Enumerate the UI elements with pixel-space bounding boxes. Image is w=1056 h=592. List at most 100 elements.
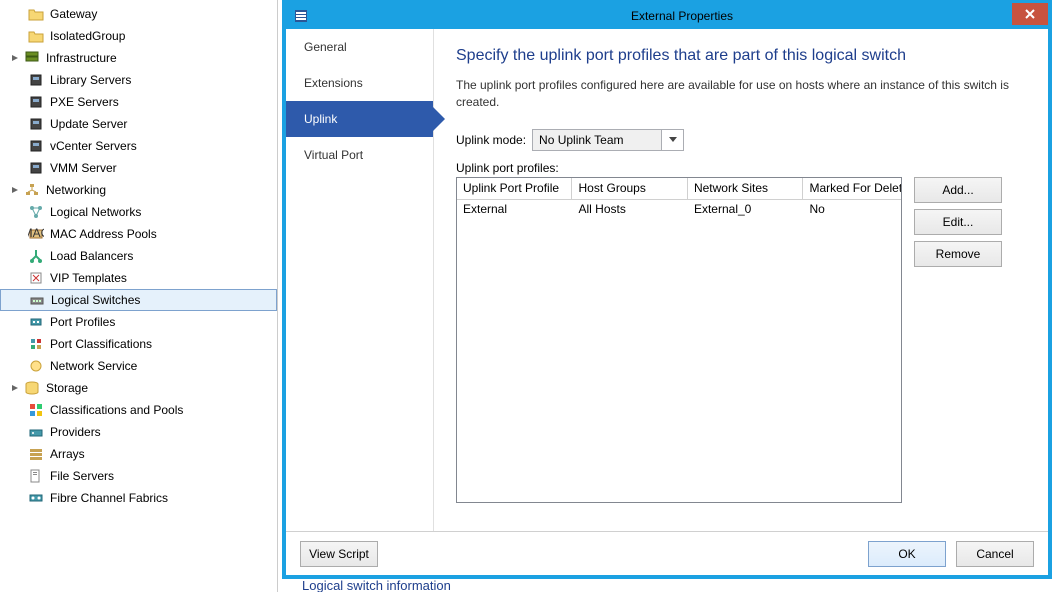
arrays-icon: [28, 446, 44, 462]
tree-item-label: Port Profiles: [50, 315, 115, 329]
tree-item-label: Update Server: [50, 117, 127, 131]
tree-item-vip-templates[interactable]: VIP Templates: [0, 267, 277, 289]
providers-icon: [28, 424, 44, 440]
tree-item-label: Arrays: [50, 447, 85, 461]
tree-item-port-profiles[interactable]: Port Profiles: [0, 311, 277, 333]
view-script-button[interactable]: View Script: [300, 541, 378, 567]
profiles-label: Uplink port profiles:: [456, 161, 1032, 175]
table-cell: All Hosts: [572, 200, 687, 220]
column-header[interactable]: Uplink Port Profile: [457, 178, 572, 199]
tree-item-label: Providers: [50, 425, 101, 439]
network-logical-icon: [28, 204, 44, 220]
tree-item-label: Load Balancers: [50, 249, 133, 263]
nav-item-extensions[interactable]: Extensions: [286, 65, 433, 101]
dialog-body: GeneralExtensionsUplinkVirtual Port Spec…: [286, 29, 1048, 531]
tree-item-load-balancers[interactable]: Load Balancers: [0, 245, 277, 267]
tree-item-label: Gateway: [50, 7, 97, 21]
tree-item-vcenter-servers[interactable]: vCenter Servers: [0, 135, 277, 157]
expand-icon[interactable]: [10, 184, 22, 196]
tree-item-label: Logical Switches: [51, 293, 140, 307]
table-buttons: Add... Edit... Remove: [914, 177, 1002, 503]
load-balancer-icon: [28, 248, 44, 264]
nav-item-general[interactable]: General: [286, 29, 433, 65]
uplink-mode-select[interactable]: No Uplink Team: [532, 129, 684, 151]
tree-item-label: Classifications and Pools: [50, 403, 183, 417]
folder-icon: [28, 28, 44, 44]
tree-item-arrays[interactable]: Arrays: [0, 443, 277, 465]
tree-item-label: IsolatedGroup: [50, 29, 125, 43]
vip-icon: [28, 270, 44, 286]
dialog-region: External Properties GeneralExtensionsUpl…: [278, 0, 1056, 592]
network-service-icon: [28, 358, 44, 374]
tree-item-providers[interactable]: Providers: [0, 421, 277, 443]
tree-item-label: MAC Address Pools: [50, 227, 157, 241]
server-icon: [28, 116, 44, 132]
tree-item-infrastructure[interactable]: Infrastructure: [0, 47, 277, 69]
tree-item-label: Port Classifications: [50, 337, 152, 351]
port-profile-icon: [28, 314, 44, 330]
tree-item-label: VMM Server: [50, 161, 117, 175]
expand-icon[interactable]: [10, 382, 22, 394]
table-header: Uplink Port ProfileHost GroupsNetwork Si…: [457, 178, 901, 200]
tree-item-gateway[interactable]: Gateway: [0, 3, 277, 25]
network-icon: [24, 182, 40, 198]
tree-item-isolatedgroup[interactable]: IsolatedGroup: [0, 25, 277, 47]
uplink-mode-label: Uplink mode:: [456, 133, 526, 147]
tree-item-label: File Servers: [50, 469, 114, 483]
column-header[interactable]: Host Groups: [572, 178, 687, 199]
dialog-window: External Properties GeneralExtensionsUpl…: [282, 0, 1052, 579]
tree-item-file-servers[interactable]: File Servers: [0, 465, 277, 487]
tree-item-port-classifications[interactable]: Port Classifications: [0, 333, 277, 355]
server-icon: [28, 94, 44, 110]
tree-item-label: Infrastructure: [46, 51, 117, 65]
column-header[interactable]: Marked For Deleti...: [803, 178, 901, 199]
tree-item-logical-networks[interactable]: Logical Networks: [0, 201, 277, 223]
tree-item-update-server[interactable]: Update Server: [0, 113, 277, 135]
nav-item-uplink[interactable]: Uplink: [286, 101, 433, 137]
tree-item-mac-address-pools[interactable]: MAC MAC Address Pools: [0, 223, 277, 245]
tree-item-logical-switches[interactable]: Logical Switches: [0, 289, 277, 311]
tree-item-classifications-and-pools[interactable]: Classifications and Pools: [0, 399, 277, 421]
tree-item-label: Fibre Channel Fabrics: [50, 491, 168, 505]
nav-panel: GeneralExtensionsUplinkVirtual Port: [286, 29, 434, 531]
dialog-footer: View Script OK Cancel: [286, 531, 1048, 575]
table-cell: No: [803, 200, 901, 220]
tree-item-network-service[interactable]: Network Service: [0, 355, 277, 377]
expand-icon[interactable]: [10, 52, 22, 64]
server-icon: [28, 138, 44, 154]
storage-icon: [24, 380, 40, 396]
add-button[interactable]: Add...: [914, 177, 1002, 203]
tree-item-label: Library Servers: [50, 73, 131, 87]
ok-button[interactable]: OK: [868, 541, 946, 567]
switch-icon: [29, 292, 45, 308]
table-row[interactable]: ExternalAll HostsExternal_0No: [457, 200, 901, 220]
window-icon: [292, 7, 310, 25]
nav-item-virtual-port[interactable]: Virtual Port: [286, 137, 433, 173]
tree-item-pxe-servers[interactable]: PXE Servers: [0, 91, 277, 113]
panel-heading: Specify the uplink port profiles that ar…: [456, 47, 1032, 65]
tree-item-label: Storage: [46, 381, 88, 395]
cancel-button[interactable]: Cancel: [956, 541, 1034, 567]
close-button[interactable]: [1012, 3, 1048, 25]
tree-item-label: VIP Templates: [50, 271, 127, 285]
tree-item-networking[interactable]: Networking: [0, 179, 277, 201]
uplink-panel: Specify the uplink port profiles that ar…: [434, 29, 1048, 531]
tree-item-library-servers[interactable]: Library Servers: [0, 69, 277, 91]
fabric-icon: [28, 490, 44, 506]
tree-item-vmm-server[interactable]: VMM Server: [0, 157, 277, 179]
profiles-table[interactable]: Uplink Port ProfileHost GroupsNetwork Si…: [456, 177, 902, 503]
svg-text:MAC: MAC: [28, 226, 44, 240]
sidebar-tree: Gateway IsolatedGroup Infrastructure Librar…: [0, 0, 278, 592]
tree-item-storage[interactable]: Storage: [0, 377, 277, 399]
dropdown-arrow-icon[interactable]: [662, 129, 684, 151]
status-strip: Logical switch information: [278, 578, 1056, 592]
server-icon: [28, 160, 44, 176]
column-header[interactable]: Network Sites: [688, 178, 803, 199]
uplink-mode-value: No Uplink Team: [532, 129, 662, 151]
table-cell: External_0: [688, 200, 803, 220]
remove-button[interactable]: Remove: [914, 241, 1002, 267]
tree-item-fibre-channel-fabrics[interactable]: Fibre Channel Fabrics: [0, 487, 277, 509]
window-title: External Properties: [316, 9, 1048, 23]
tree-item-label: vCenter Servers: [50, 139, 137, 153]
edit-button[interactable]: Edit...: [914, 209, 1002, 235]
